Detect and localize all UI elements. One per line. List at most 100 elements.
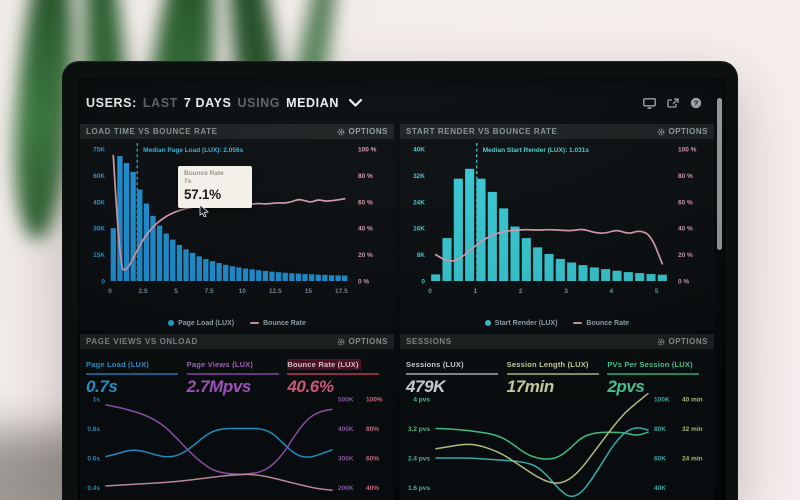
- options-button[interactable]: OPTIONS: [657, 127, 708, 136]
- svg-text:100K: 100K: [654, 397, 670, 404]
- svg-text:5: 5: [174, 288, 178, 295]
- svg-text:60 %: 60 %: [678, 199, 693, 206]
- legend-label: Page Load (LUX): [178, 319, 235, 327]
- legend-item[interactable]: Bounce Rate: [573, 320, 629, 327]
- panel-load-time-vs-bounce-rate: LOAD TIME VS BOUNCE RATE OPTIONS 75K 60K 4…: [80, 124, 394, 330]
- help-icon[interactable]: ?: [690, 97, 702, 109]
- options-label: OPTIONS: [348, 127, 388, 136]
- options-button[interactable]: OPTIONS: [657, 337, 708, 346]
- tooltip-x-value: 7s: [184, 178, 192, 186]
- svg-text:1s: 1s: [93, 397, 101, 404]
- legend-label: Start Render (LUX): [494, 319, 558, 327]
- svg-text:17.5: 17.5: [335, 288, 348, 295]
- metric-underline: [287, 373, 380, 375]
- legend-item[interactable]: Page Load (LUX): [168, 320, 234, 327]
- tooltip-series-name: Bounce Rate: [184, 170, 224, 177]
- panel-page-views-vs-onload: PAGE VIEWS VS ONLOAD OPTIONS Page Load (…: [80, 334, 394, 500]
- svg-text:80 %: 80 %: [678, 173, 693, 180]
- svg-text:0.4s: 0.4s: [87, 485, 100, 492]
- panel-sessions: SESSIONS OPTIONS Sessions (LUX) 479K: [400, 334, 714, 500]
- scrollbar[interactable]: [717, 98, 722, 250]
- metric-value: 17min: [506, 377, 555, 396]
- options-button[interactable]: OPTIONS: [337, 337, 388, 346]
- legend-item[interactable]: Start Render (LUX): [484, 319, 558, 327]
- gear-icon: [338, 338, 345, 345]
- svg-text:3: 3: [564, 288, 568, 295]
- svg-text:75K: 75K: [93, 147, 105, 154]
- page-views-onload-line-chart[interactable]: 1s 0.8s 0.6s 0.4s 500K 400K 300K 200K 100% 80% 60%…: [80, 393, 394, 500]
- svg-text:400K: 400K: [338, 426, 354, 433]
- svg-text:3.2 pvs: 3.2 pvs: [408, 426, 430, 433]
- metric-underline: [607, 373, 700, 375]
- metric-value: 479K: [406, 377, 446, 396]
- svg-text:10: 10: [239, 288, 247, 295]
- svg-text:0: 0: [428, 288, 432, 295]
- title-segment-last: LAST: [142, 96, 178, 110]
- svg-text:40 %: 40 %: [678, 226, 693, 233]
- start-render-histogram-chart[interactable]: 40K 32K 24K 16K 8K 0 100 % 80 % 60 % 40 % 20 % 0 % 0…: [400, 139, 714, 309]
- metric-value: 2.7Mpvs: [186, 377, 252, 396]
- svg-text:60%: 60%: [366, 456, 379, 463]
- legend-item[interactable]: Bounce Rate: [250, 320, 306, 327]
- metric-strip: Sessions (LUX) 479K Session Length (LUX)…: [400, 349, 714, 396]
- tooltip-value: 57.1%: [184, 187, 221, 203]
- display-icon[interactable]: [643, 97, 656, 109]
- legend-line-marker: [573, 322, 583, 324]
- gear-icon: [338, 128, 345, 135]
- svg-text:24K: 24K: [413, 199, 425, 206]
- panel-start-render-vs-bounce-rate: START RENDER VS BOUNCE RATE OPTIONS 40K 3…: [400, 124, 714, 330]
- title-segment-median: MEDIAN: [286, 96, 339, 110]
- metric-underline: [86, 373, 178, 375]
- options-button[interactable]: OPTIONS: [337, 127, 388, 136]
- svg-text:7.5: 7.5: [205, 288, 214, 295]
- chart-legend: Page Load (LUX) Bounce Rate: [80, 314, 394, 332]
- title-segment-7days: 7 DAYS: [183, 96, 232, 110]
- gear-icon: [658, 128, 665, 135]
- metric-underline: [186, 373, 279, 375]
- metric-strip: Page Load (LUX) 0.7s Page Views (LUX) 2.…: [80, 349, 394, 396]
- legend-label: Bounce Rate: [263, 319, 306, 327]
- svg-text:8K: 8K: [417, 252, 426, 259]
- options-label: OPTIONS: [668, 337, 708, 346]
- metric-sessions: Sessions (LUX) 479K: [406, 354, 506, 396]
- legend-dot-marker: [168, 320, 175, 326]
- metric-page-views: Page Views (LUX) 2.7Mpvs: [186, 354, 287, 396]
- svg-text:Median Start Render (LUX): 1.0: Median Start Render (LUX): 1.031s: [483, 147, 590, 154]
- svg-text:80 %: 80 %: [358, 173, 373, 180]
- metric-value: 40.6%: [287, 377, 334, 396]
- chevron-down-icon[interactable]: [348, 96, 363, 110]
- svg-text:40 %: 40 %: [358, 226, 373, 233]
- svg-text:60K: 60K: [93, 173, 105, 180]
- metric-page-load: Page Load (LUX) 0.7s: [86, 354, 186, 396]
- svg-text:2.5: 2.5: [139, 288, 148, 295]
- svg-text:2: 2: [519, 288, 523, 295]
- dashboard-scope-dropdown[interactable]: USERS: LAST 7 DAYS USING MEDIAN: [86, 96, 363, 110]
- svg-text:32 min: 32 min: [682, 426, 703, 433]
- svg-text:15K: 15K: [93, 252, 105, 259]
- load-time-histogram-chart[interactable]: 75K 60K 45K 30K 15K 0 100 % 80 % 60 % 40 % 20 % 0 %…: [80, 139, 394, 309]
- metric-session-length: Session Length (LUX) 17min: [506, 354, 607, 396]
- svg-text:4 pvs: 4 pvs: [413, 397, 430, 404]
- metric-value: 0.7s: [86, 377, 118, 396]
- panel-header: LOAD TIME VS BOUNCE RATE OPTIONS: [80, 124, 394, 139]
- svg-text:60 %: 60 %: [358, 199, 373, 206]
- svg-text:300K: 300K: [338, 456, 354, 463]
- legend-label: Bounce Rate: [586, 319, 630, 327]
- svg-text:100%: 100%: [366, 397, 383, 404]
- metric-label: Page Views (LUX): [186, 360, 254, 369]
- panel-header: START RENDER VS BOUNCE RATE OPTIONS: [400, 124, 714, 139]
- metric-bounce-rate: Bounce Rate (LUX) 40.6%: [287, 354, 387, 396]
- panel-title: LOAD TIME VS BOUNCE RATE: [86, 127, 218, 136]
- svg-text:0: 0: [101, 279, 105, 286]
- legend-dot-marker: [484, 320, 491, 326]
- panel-header: SESSIONS OPTIONS: [400, 334, 714, 349]
- svg-text:1.6 pvs: 1.6 pvs: [408, 485, 430, 492]
- panel-title: START RENDER VS BOUNCE RATE: [406, 127, 558, 136]
- svg-text:0: 0: [421, 279, 425, 286]
- share-icon[interactable]: [667, 97, 679, 109]
- metric-label: Bounce Rate (LUX): [287, 359, 361, 370]
- svg-text:32K: 32K: [413, 173, 425, 180]
- metric-label: Session Length (LUX): [506, 360, 589, 369]
- sessions-line-chart[interactable]: 4 pvs 3.2 pvs 2.4 pvs 1.6 pvs 100K 80K 60K 40K 4…: [400, 392, 714, 500]
